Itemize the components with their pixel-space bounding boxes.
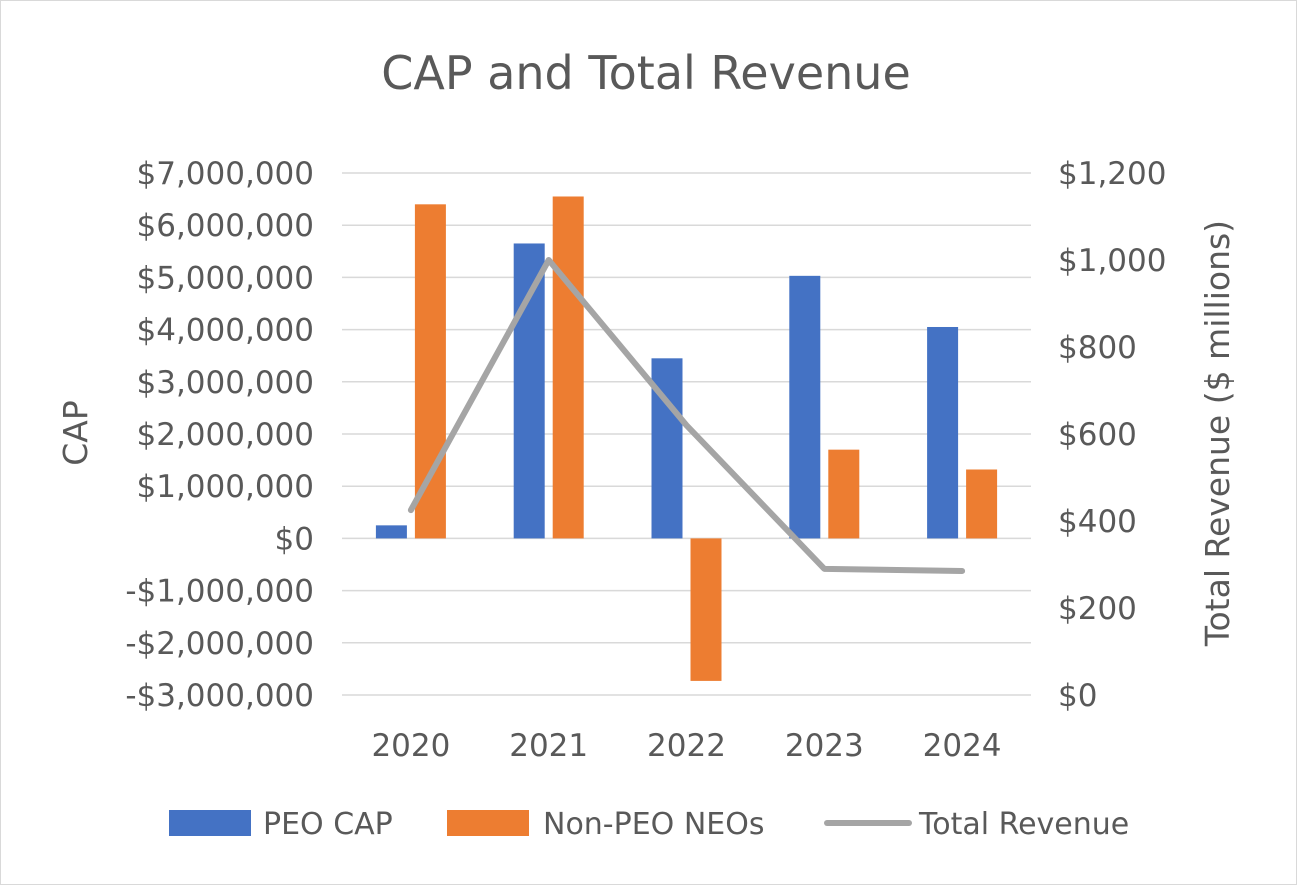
legend-label: Non-PEO NEOs bbox=[543, 807, 764, 842]
left-tick-label: -$3,000,000 bbox=[125, 678, 314, 714]
right-tick-label: $200 bbox=[1058, 591, 1137, 627]
legend-label: PEO CAP bbox=[263, 807, 393, 842]
x-tick-label: 2024 bbox=[923, 728, 1002, 764]
revenue-line bbox=[407, 257, 966, 575]
bar-peo-cap-2020 bbox=[375, 525, 407, 539]
legend-item-non-peo-neos: Non-PEO NEOs bbox=[447, 807, 764, 842]
bar-peo-cap-2024 bbox=[927, 326, 959, 539]
legend-swatch bbox=[447, 810, 529, 836]
right-axis-ticks: $1,200 $1,000 $800 $600 $400 $200 $0 bbox=[1058, 156, 1166, 714]
legend-swatch bbox=[169, 810, 251, 836]
right-tick-label: $400 bbox=[1058, 504, 1137, 540]
legend-item-peo-cap: PEO CAP bbox=[169, 807, 393, 842]
bar-non-peo-neos-2024 bbox=[966, 469, 998, 539]
legend-item-total-revenue: Total Revenue bbox=[824, 807, 1129, 842]
left-tick-label: $1,000,000 bbox=[137, 469, 315, 505]
left-tick-label: $7,000,000 bbox=[137, 156, 315, 192]
right-tick-label: $1,200 bbox=[1058, 156, 1166, 192]
x-axis-ticks: 2020 2021 2022 2023 2024 bbox=[371, 728, 1001, 764]
bar-peo-cap-2021 bbox=[513, 243, 545, 539]
bar-non-peo-neos-2020 bbox=[414, 204, 446, 539]
right-tick-label: $600 bbox=[1058, 417, 1137, 453]
line-total-revenue bbox=[407, 257, 966, 575]
x-tick-label: 2023 bbox=[785, 728, 864, 764]
right-tick-label: $800 bbox=[1058, 330, 1137, 366]
y-axis-label: CAP bbox=[56, 400, 95, 466]
left-tick-label: $3,000,000 bbox=[137, 365, 315, 401]
legend: PEO CAP Non-PEO NEOs Total Revenue bbox=[169, 807, 1129, 842]
bar-non-peo-neos-2022 bbox=[690, 538, 722, 681]
right-tick-label: $1,000 bbox=[1058, 243, 1166, 279]
x-tick-label: 2021 bbox=[509, 728, 588, 764]
gridlines bbox=[342, 172, 1031, 696]
left-axis-ticks: $7,000,000 $6,000,000 $5,000,000 $4,000,000… bbox=[125, 156, 314, 714]
left-tick-label: -$2,000,000 bbox=[125, 626, 314, 662]
x-tick-label: 2022 bbox=[647, 728, 726, 764]
x-tick-label: 2020 bbox=[371, 728, 450, 764]
chart-title: CAP and Total Revenue bbox=[381, 46, 911, 100]
right-tick-label: $0 bbox=[1058, 678, 1097, 714]
left-tick-label: $0 bbox=[275, 521, 314, 557]
bar-non-peo-neos-2023 bbox=[828, 449, 860, 539]
bar-non-peo-neos-2021 bbox=[552, 196, 584, 539]
y2-axis-label: Total Revenue ($ millions) bbox=[1198, 220, 1237, 647]
bars bbox=[375, 196, 998, 681]
legend-label: Total Revenue bbox=[918, 807, 1129, 842]
left-tick-label: $2,000,000 bbox=[137, 417, 315, 453]
left-tick-label: $5,000,000 bbox=[137, 260, 315, 296]
left-tick-label: $4,000,000 bbox=[137, 313, 315, 349]
left-tick-label: -$1,000,000 bbox=[125, 574, 314, 610]
left-tick-label: $6,000,000 bbox=[137, 208, 315, 244]
bar-peo-cap-2023 bbox=[789, 275, 821, 539]
